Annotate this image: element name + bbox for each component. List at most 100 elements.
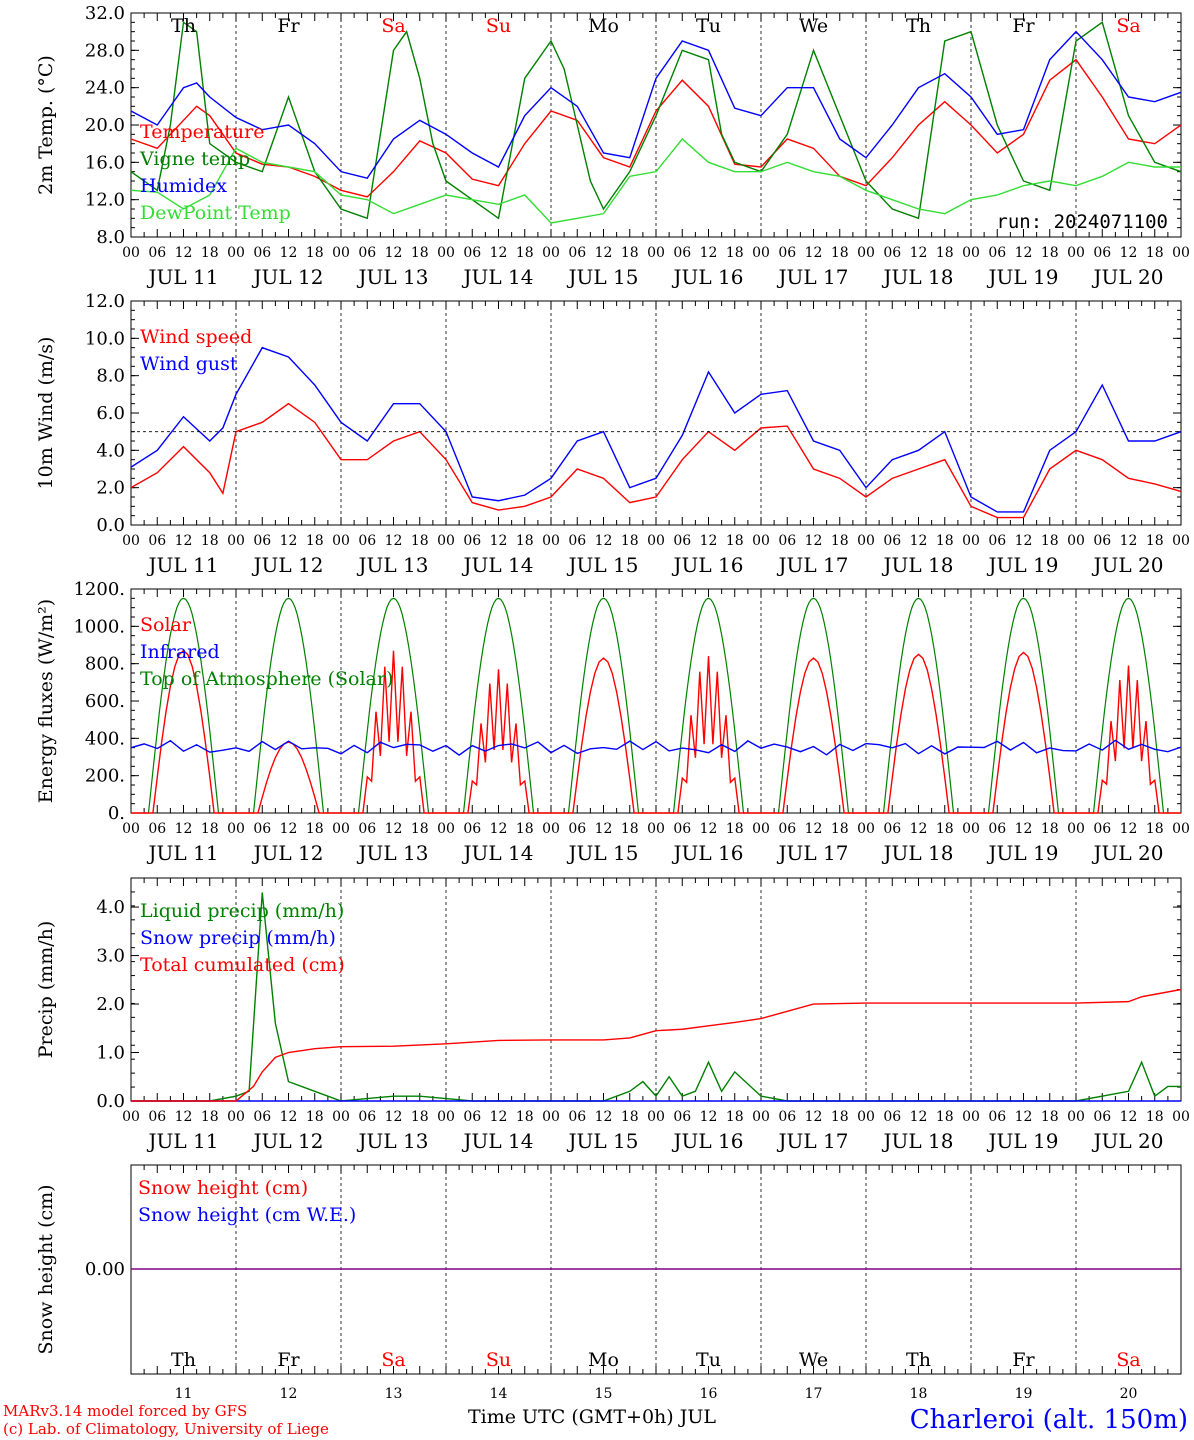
x-hour-label: 18 bbox=[1146, 245, 1164, 261]
y-tick-label: 3.0 bbox=[96, 946, 125, 967]
x-hour-label: 12 bbox=[385, 245, 403, 261]
day-number-label: 12 bbox=[280, 1386, 298, 1402]
x-date-label: JUL 19 bbox=[987, 265, 1059, 289]
series-wind-gust bbox=[130, 346, 1182, 513]
x-hour-label: 18 bbox=[726, 1109, 744, 1125]
x-hour-label: 12 bbox=[595, 533, 613, 549]
x-hour-label: 00 bbox=[332, 245, 350, 261]
x-hour-label: 06 bbox=[253, 821, 271, 837]
x-hour-label: 12 bbox=[175, 245, 193, 261]
x-hour-label: 18 bbox=[831, 1109, 849, 1125]
x-hour-label: 18 bbox=[411, 1109, 429, 1125]
x-hour-label: 06 bbox=[778, 821, 796, 837]
x-hour-label: 06 bbox=[148, 1109, 166, 1125]
x-hour-label: 06 bbox=[988, 533, 1006, 549]
day-name-bottom: Mo bbox=[588, 1349, 619, 1371]
x-hour-label: 12 bbox=[1120, 245, 1138, 261]
x-hour-label: 00 bbox=[857, 245, 875, 261]
x-hour-label: 06 bbox=[463, 1109, 481, 1125]
day-name-top: Su bbox=[486, 15, 511, 37]
x-date-label: JUL 16 bbox=[672, 265, 744, 289]
x-hour-label: 06 bbox=[673, 245, 691, 261]
x-hour-label: 00 bbox=[542, 245, 560, 261]
x-hour-label: 06 bbox=[988, 245, 1006, 261]
x-date-label: JUL 12 bbox=[252, 265, 324, 289]
day-number-label: 14 bbox=[490, 1386, 508, 1402]
x-hour-label: 12 bbox=[385, 821, 403, 837]
x-hour-label: 00 bbox=[857, 533, 875, 549]
day-number-label: 19 bbox=[1015, 1386, 1033, 1402]
x-hour-label: 06 bbox=[778, 533, 796, 549]
legend-entry: Total cumulated (cm) bbox=[140, 954, 345, 976]
x-hour-label: 18 bbox=[306, 245, 324, 261]
x-hour-label: 00 bbox=[437, 1109, 455, 1125]
series-humidex bbox=[130, 30, 1182, 179]
x-hour-label: 06 bbox=[358, 533, 376, 549]
day-number-label: 20 bbox=[1120, 1386, 1138, 1402]
x-hour-label: 18 bbox=[1041, 1109, 1059, 1125]
legend-entry: Wind speed bbox=[140, 326, 252, 348]
day-name-top: We bbox=[799, 15, 828, 37]
day-number-label: 18 bbox=[910, 1386, 928, 1402]
x-hour-label: 00 bbox=[1172, 1109, 1190, 1125]
day-name-bottom: Su bbox=[486, 1349, 511, 1371]
x-hour-label: 06 bbox=[883, 245, 901, 261]
x-hour-label: 12 bbox=[805, 533, 823, 549]
y-tick-label: 32.0 bbox=[85, 3, 125, 24]
day-name-top: Sa bbox=[381, 15, 405, 37]
x-hour-label: 00 bbox=[962, 245, 980, 261]
x-date-label: JUL 14 bbox=[462, 841, 534, 865]
legend-entry: Liquid precip (mm/h) bbox=[140, 900, 344, 922]
x-hour-label: 00 bbox=[1067, 821, 1085, 837]
x-hour-label: 06 bbox=[463, 533, 481, 549]
x-hour-label: 00 bbox=[647, 1109, 665, 1125]
x-hour-label: 18 bbox=[411, 821, 429, 837]
x-hour-label: 12 bbox=[280, 1109, 298, 1125]
x-hour-label: 00 bbox=[437, 821, 455, 837]
x-hour-label: 12 bbox=[1015, 1109, 1033, 1125]
x-hour-label: 00 bbox=[542, 533, 560, 549]
x-date-label: JUL 11 bbox=[147, 553, 219, 577]
y-tick-label: 1000. bbox=[73, 616, 125, 637]
legend-entry: DewPoint Temp bbox=[140, 202, 291, 224]
legend-entry: Temperature bbox=[140, 121, 264, 143]
day-number-label: 15 bbox=[595, 1386, 613, 1402]
x-hour-label: 12 bbox=[805, 1109, 823, 1125]
x-hour-label: 12 bbox=[280, 821, 298, 837]
series-total-cumulated-cm- bbox=[131, 988, 1182, 1102]
series-vigne-temp bbox=[130, 21, 1182, 220]
x-date-label: JUL 17 bbox=[777, 1129, 849, 1153]
x-hour-label: 18 bbox=[306, 533, 324, 549]
x-axis-title: Time UTC (GMT+0h) JUL bbox=[468, 1406, 716, 1428]
x-hour-label: 12 bbox=[700, 821, 718, 837]
x-hour-label: 18 bbox=[1146, 533, 1164, 549]
data-series bbox=[130, 21, 1182, 1270]
x-hour-label: 00 bbox=[1067, 245, 1085, 261]
x-hour-label: 18 bbox=[1041, 533, 1059, 549]
x-hour-label: 06 bbox=[358, 245, 376, 261]
x-hour-label: 18 bbox=[1041, 821, 1059, 837]
x-hour-label: 06 bbox=[463, 821, 481, 837]
day-name-top: Sa bbox=[1116, 15, 1140, 37]
x-hour-label: 18 bbox=[1146, 1109, 1164, 1125]
x-hour-label: 00 bbox=[122, 821, 140, 837]
y-tick-label: 400. bbox=[85, 728, 125, 749]
x-hour-label: 12 bbox=[910, 821, 928, 837]
x-hour-label: 12 bbox=[805, 245, 823, 261]
y-tick-label: 0.00 bbox=[85, 1259, 125, 1280]
x-hour-label: 00 bbox=[962, 533, 980, 549]
x-hour-label: 06 bbox=[358, 1109, 376, 1125]
x-hour-label: 00 bbox=[437, 245, 455, 261]
y-tick-label: 12.0 bbox=[85, 291, 125, 312]
x-date-label: JUL 17 bbox=[777, 265, 849, 289]
x-date-label: JUL 19 bbox=[987, 553, 1059, 577]
x-hour-label: 06 bbox=[568, 533, 586, 549]
x-date-label: JUL 19 bbox=[987, 1129, 1059, 1153]
x-date-label: JUL 13 bbox=[357, 265, 429, 289]
day-name-top: Fr bbox=[277, 15, 300, 37]
x-date-label: JUL 13 bbox=[357, 553, 429, 577]
x-date-label: JUL 12 bbox=[252, 841, 324, 865]
x-date-label: JUL 18 bbox=[882, 1129, 954, 1153]
y-tick-label: 1200. bbox=[73, 579, 125, 600]
y-tick-label: 28.0 bbox=[85, 40, 125, 61]
